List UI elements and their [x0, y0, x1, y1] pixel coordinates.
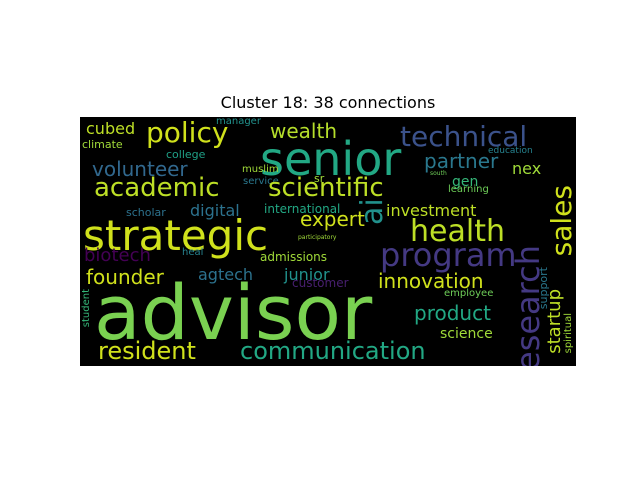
word-expert: expert	[300, 207, 365, 231]
word-advisor: advisor	[94, 268, 373, 357]
word-cloud: advisor senior strategic cubed climate p…	[80, 117, 576, 366]
word-participatory: participatory	[298, 234, 337, 241]
word-founder: founder	[86, 265, 164, 289]
word-climate: climate	[82, 138, 123, 151]
word-ai: ai	[355, 198, 390, 225]
word-strategic: strategic	[83, 211, 269, 260]
word-resident: resident	[98, 337, 196, 365]
word-learning: learning	[448, 184, 489, 195]
word-partner: partner	[424, 149, 499, 173]
word-manager: manager	[216, 117, 261, 127]
word-product: product	[414, 301, 491, 325]
word-sr: sr	[314, 172, 325, 185]
word-policy: policy	[146, 117, 229, 149]
word-admissions: admissions	[260, 250, 328, 264]
word-academic: academic	[94, 173, 220, 203]
word-scientific: scientific	[268, 173, 384, 203]
word-digital: digital	[190, 201, 240, 220]
word-investment: investment	[386, 201, 477, 220]
word-volunteer: volunteer	[92, 157, 188, 181]
word-cubed: cubed	[86, 119, 136, 138]
word-wealth: wealth	[270, 119, 337, 143]
word-gen: gen	[452, 174, 479, 190]
word-service: service	[243, 176, 279, 187]
word-customer: customer	[292, 276, 349, 290]
word-program: program	[380, 236, 517, 274]
word-employee: employee	[444, 288, 494, 299]
word-student: student	[81, 289, 92, 328]
word-support: support	[537, 267, 550, 310]
word-communication: communication	[240, 337, 426, 365]
word-sales: sales	[545, 185, 576, 257]
word-south: south	[430, 170, 447, 177]
word-college: college	[166, 148, 206, 161]
word-senior: senior	[260, 132, 402, 186]
word-biotech: biotech	[84, 245, 151, 266]
word-education: education	[488, 146, 533, 156]
word-muslim: muslim	[242, 164, 279, 175]
word-junior: junior	[284, 265, 330, 284]
word-nex: nex	[512, 159, 542, 178]
word-scholar: scholar	[126, 206, 166, 219]
word-science: science	[440, 326, 493, 342]
word-health: health	[410, 214, 505, 249]
figure-title: Cluster 18: 38 connections	[220, 93, 436, 112]
word-innovation: innovation	[378, 269, 484, 293]
word-technical: technical	[400, 120, 528, 153]
word-spiritual: spiritual	[563, 313, 574, 354]
word-heal: heal	[182, 247, 204, 258]
word-agtech: agtech	[198, 265, 254, 284]
word-international: international	[264, 202, 341, 216]
